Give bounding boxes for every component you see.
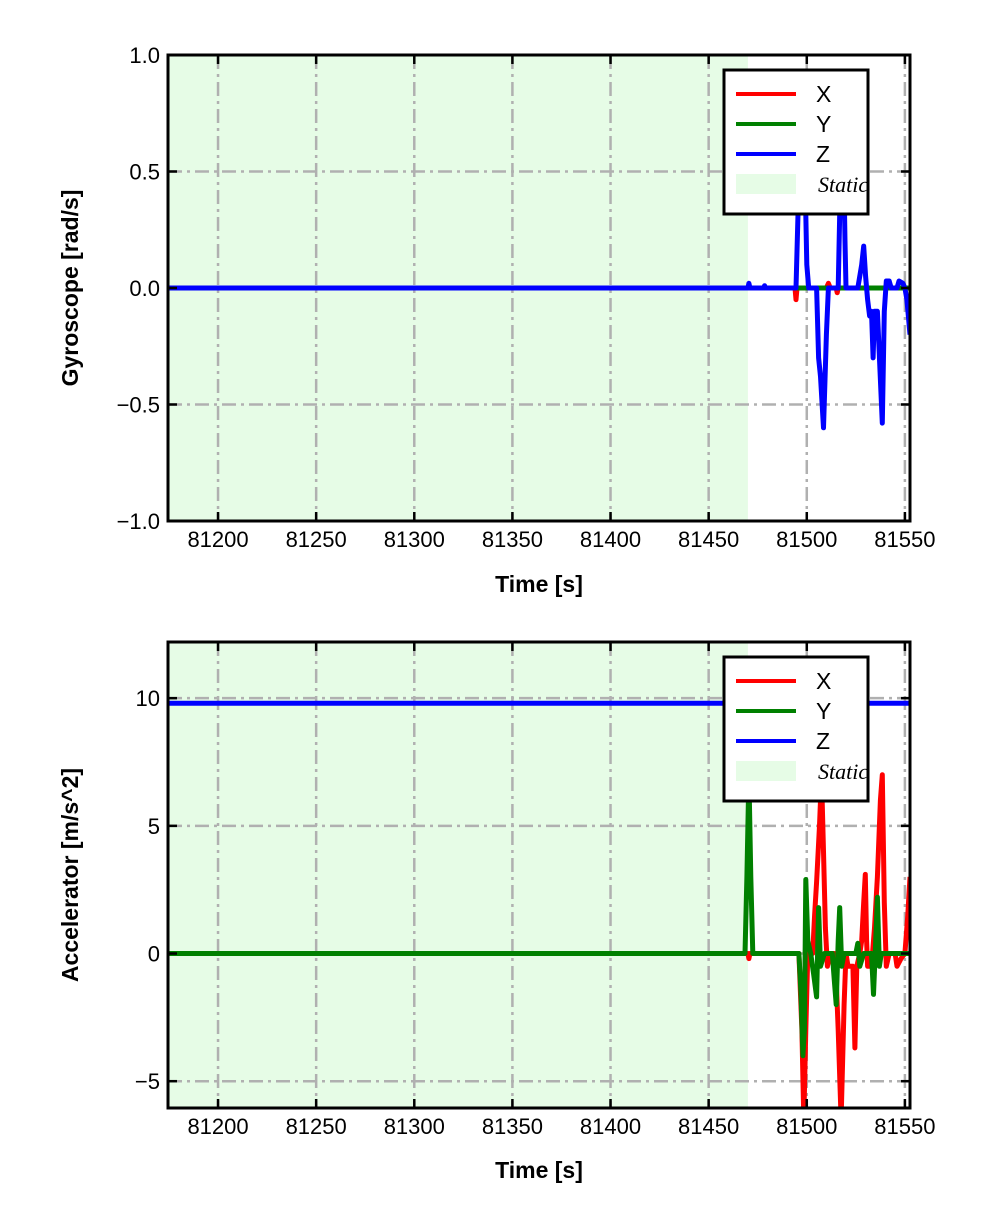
- x-tick-label: 81550: [874, 1114, 935, 1139]
- x-tick-label: 81450: [678, 1114, 739, 1139]
- chart-1: 81200 81250 81300 81350 81400 81450 81500 81550…: [57, 43, 935, 597]
- series-line-y: [168, 772, 910, 1059]
- series-line-z: [168, 110, 910, 431]
- y-tick-label: 10: [136, 686, 160, 711]
- legend-swatch-static: [736, 761, 796, 781]
- x-axis-label: Time [s]: [495, 1157, 583, 1183]
- y-tick-label: 0.0: [129, 276, 160, 301]
- x-tick-label: 81550: [874, 527, 935, 552]
- series-line-x: [168, 280, 910, 303]
- legend-label: Static: [818, 172, 868, 197]
- y-tick-label: 5: [148, 814, 160, 839]
- legend-label: X: [816, 81, 831, 107]
- y-tick-label: −1.0: [117, 509, 160, 534]
- x-tick-label: 81450: [678, 527, 739, 552]
- legend-label: Y: [816, 111, 831, 137]
- x-tick-label: 81400: [580, 527, 641, 552]
- y-tick-label: −5: [135, 1069, 160, 1094]
- x-tick-label: 81200: [187, 1114, 248, 1139]
- legend-swatch-static: [736, 174, 796, 194]
- axes-frame: [166, 640, 912, 1110]
- y-axis-label: Accelerator [m/s^2]: [57, 768, 83, 982]
- legend-label: Z: [816, 728, 830, 754]
- y-tick-label: 1.0: [129, 43, 160, 68]
- x-tick-label: 81500: [776, 527, 837, 552]
- y-tick-label: 0.5: [129, 160, 160, 185]
- y-tick-label: 0: [148, 942, 160, 967]
- legend: XYZ Static: [722, 655, 870, 803]
- x-tick-label: 81400: [580, 1114, 641, 1139]
- x-tick-label: 81350: [482, 1114, 543, 1139]
- legend: XYZ Static: [722, 68, 870, 216]
- x-tick-label: 81350: [482, 527, 543, 552]
- static-region: [168, 642, 748, 1108]
- x-tick-label: 81250: [286, 527, 347, 552]
- legend-label: Y: [816, 698, 831, 724]
- legend-label: Static: [818, 759, 868, 784]
- x-tick-label: 81500: [776, 1114, 837, 1139]
- x-tick-label: 81250: [286, 1114, 347, 1139]
- legend-label: X: [816, 668, 831, 694]
- series-group: [168, 110, 910, 431]
- x-tick-label: 81200: [187, 527, 248, 552]
- chart-2: 81200 81250 81300 81350 81400 81450 81500 81550…: [57, 640, 935, 1183]
- y-axis-label: Gyroscope [rad/s]: [57, 190, 83, 387]
- y-tick-label: −0.5: [117, 393, 160, 418]
- x-tick-label: 81300: [384, 1114, 445, 1139]
- legend-label: Z: [816, 141, 830, 167]
- x-tick-label: 81300: [384, 527, 445, 552]
- x-axis-label: Time [s]: [495, 571, 583, 597]
